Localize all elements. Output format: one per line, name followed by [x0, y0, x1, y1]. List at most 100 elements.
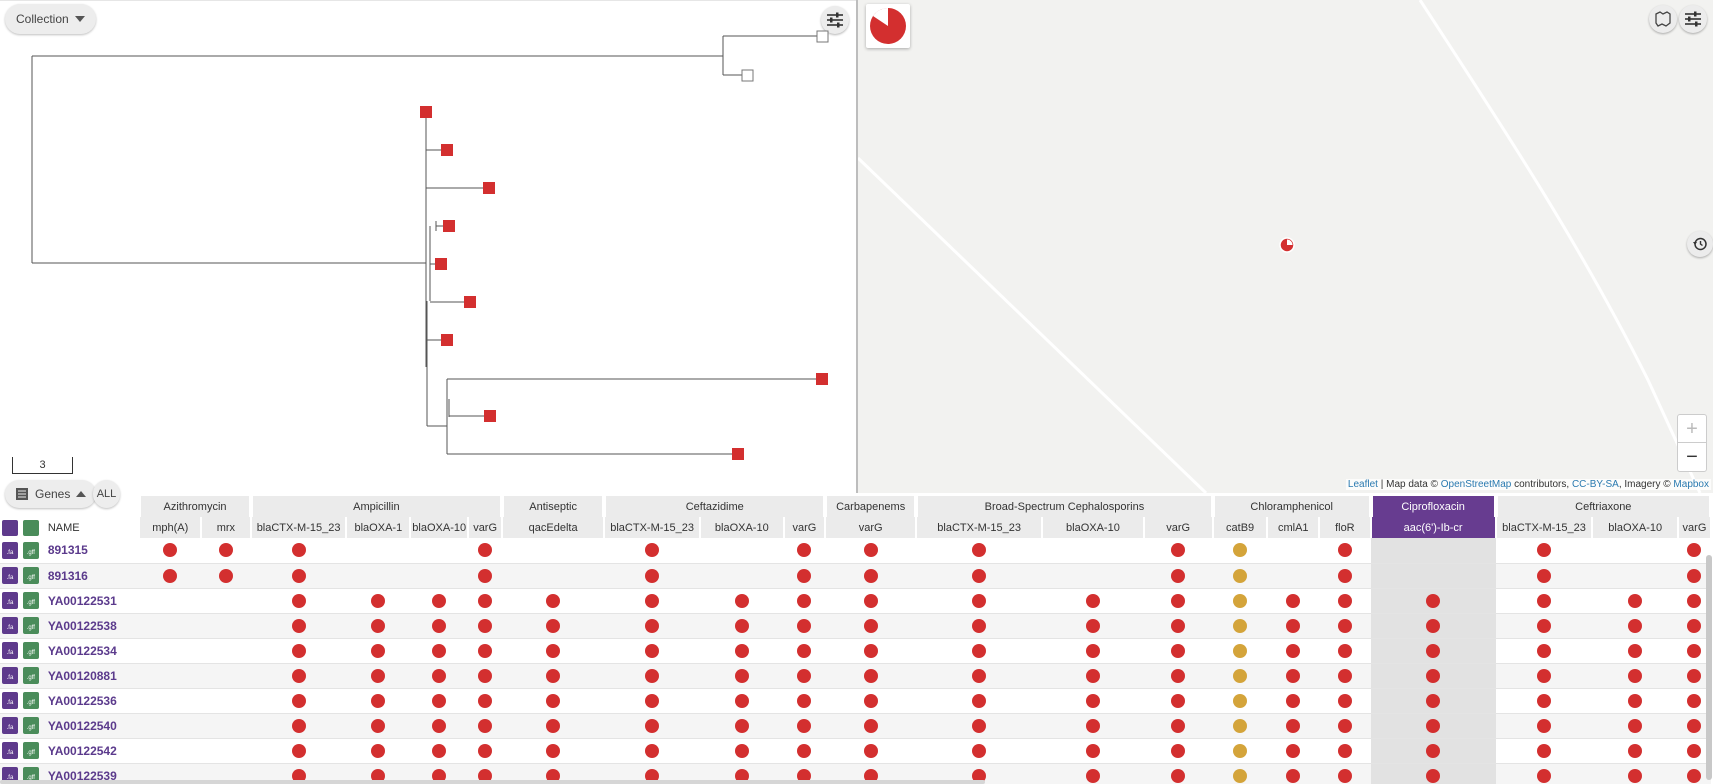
gene-presence-cell[interactable] [1319, 663, 1371, 689]
tree-leaf-node-empty[interactable] [741, 69, 754, 82]
gene-presence-cell[interactable] [410, 563, 469, 589]
gene-presence-cell[interactable] [468, 763, 503, 784]
tree-leaf-node[interactable] [484, 410, 496, 422]
gff-file-cell[interactable]: .gff [19, 638, 42, 664]
gene-presence-cell[interactable] [201, 738, 251, 764]
genome-name[interactable]: YA00122538 [41, 613, 140, 639]
gene-presence-cell[interactable] [700, 738, 784, 764]
genes-menu-button[interactable]: Genes [5, 480, 97, 508]
gene-presence-cell[interactable] [604, 663, 701, 689]
gene-presence-cell[interactable] [1212, 763, 1268, 784]
fasta-file-icon[interactable]: .fa [1, 667, 18, 684]
gene-presence-cell[interactable] [1143, 688, 1213, 714]
gene-presence-cell[interactable] [468, 638, 503, 664]
gene-presence-cell[interactable] [1592, 638, 1678, 664]
gene-presence-cell[interactable] [1319, 688, 1371, 714]
gene-presence-cell[interactable] [1267, 738, 1320, 764]
gene-presence-cell[interactable] [783, 663, 826, 689]
gff-file-icon[interactable]: .gff [22, 717, 39, 734]
horizontal-scrollbar[interactable] [0, 780, 985, 784]
gff-download-all[interactable] [20, 517, 42, 538]
antibiotic-group-header[interactable]: Carbapenems [823, 496, 918, 517]
gene-presence-cell[interactable] [201, 588, 251, 614]
gene-presence-cell[interactable] [201, 713, 251, 739]
gene-column-header[interactable]: blaCTX-M-15_23 [603, 517, 702, 538]
fasta-file-cell[interactable]: .fa [0, 688, 20, 714]
gff-file-icon[interactable]: .gff [22, 642, 39, 659]
gene-presence-cell[interactable] [604, 738, 701, 764]
gene-presence-cell[interactable] [1677, 613, 1711, 639]
gene-column-header[interactable]: varG [467, 517, 504, 538]
gene-presence-cell[interactable] [1495, 663, 1593, 689]
tree-diagram[interactable] [0, 1, 856, 471]
fasta-file-cell[interactable]: .fa [0, 763, 20, 784]
gff-file-icon[interactable]: .gff [22, 541, 39, 559]
gene-presence-cell[interactable] [346, 713, 411, 739]
osm-link[interactable]: OpenStreetMap [1440, 479, 1512, 490]
gene-presence-cell[interactable] [410, 613, 469, 639]
fasta-file-icon[interactable]: .fa [1, 767, 18, 784]
gene-presence-cell[interactable] [825, 563, 916, 589]
gene-presence-cell[interactable] [139, 538, 202, 564]
gene-presence-cell[interactable] [1370, 738, 1496, 764]
fasta-file-cell[interactable]: .fa [0, 613, 20, 639]
gene-presence-cell[interactable] [1592, 588, 1678, 614]
gene-column-header[interactable]: blaOXA-1 [345, 517, 412, 538]
gene-presence-cell[interactable] [916, 738, 1043, 764]
gene-presence-cell[interactable] [250, 663, 347, 689]
tree-leaf-node[interactable] [443, 220, 455, 232]
gene-presence-cell[interactable] [1212, 613, 1268, 639]
gene-presence-cell[interactable] [468, 613, 503, 639]
tree-leaf-node[interactable] [435, 258, 447, 270]
history-button[interactable] [1687, 231, 1713, 257]
gene-presence-cell[interactable] [1495, 763, 1593, 784]
gene-presence-cell[interactable] [604, 638, 701, 664]
gene-presence-cell[interactable] [1495, 688, 1593, 714]
gene-presence-cell[interactable] [783, 713, 826, 739]
gene-presence-cell[interactable] [1370, 663, 1496, 689]
gene-presence-cell[interactable] [250, 613, 347, 639]
gene-presence-cell[interactable] [1370, 613, 1496, 639]
gff-file-cell[interactable]: .gff [19, 688, 42, 714]
gene-presence-cell[interactable] [201, 763, 251, 784]
fasta-file-icon[interactable]: .fa [1, 592, 18, 609]
gene-presence-cell[interactable] [604, 538, 701, 564]
gene-presence-cell[interactable] [1370, 688, 1496, 714]
gene-presence-cell[interactable] [1212, 563, 1268, 589]
gene-presence-cell[interactable] [700, 538, 784, 564]
gene-presence-cell[interactable] [1212, 588, 1268, 614]
fasta-file-icon[interactable]: .fa [1, 617, 18, 634]
gene-presence-cell[interactable] [1592, 613, 1678, 639]
table-row[interactable]: .fa .gff YA00122542 [0, 738, 1711, 764]
gene-presence-cell[interactable] [700, 763, 784, 784]
gene-presence-cell[interactable] [1042, 738, 1144, 764]
gene-presence-cell[interactable] [1677, 713, 1711, 739]
gene-presence-cell[interactable] [1042, 713, 1144, 739]
gene-presence-cell[interactable] [1677, 688, 1711, 714]
gene-column-header[interactable]: qacEdelta [501, 517, 606, 538]
gene-presence-cell[interactable] [825, 763, 916, 784]
gene-presence-cell[interactable] [346, 738, 411, 764]
gene-presence-cell[interactable] [1677, 763, 1711, 784]
gene-presence-cell[interactable] [1370, 638, 1496, 664]
gene-presence-cell[interactable] [201, 688, 251, 714]
gene-column-header[interactable]: blaOXA-10 [409, 517, 470, 538]
antibiotic-group-header[interactable]: Ciprofloxacin [1368, 496, 1498, 517]
gene-presence-cell[interactable] [1143, 738, 1213, 764]
genome-name[interactable]: 891316 [41, 563, 140, 589]
gene-presence-cell[interactable] [346, 588, 411, 614]
gene-presence-cell[interactable] [410, 738, 469, 764]
table-row[interactable]: .fa .gff YA00122531 [0, 588, 1711, 614]
gene-presence-cell[interactable] [139, 588, 202, 614]
gene-presence-cell[interactable] [1267, 538, 1320, 564]
gene-presence-cell[interactable] [1143, 663, 1213, 689]
gene-presence-cell[interactable] [1592, 763, 1678, 784]
gene-presence-cell[interactable] [1319, 738, 1371, 764]
gene-column-header[interactable]: mrx [200, 517, 252, 538]
genome-name[interactable]: YA00122540 [41, 713, 140, 739]
gene-presence-cell[interactable] [1592, 688, 1678, 714]
gff-file-cell[interactable]: .gff [19, 538, 42, 564]
gene-presence-cell[interactable] [410, 638, 469, 664]
gene-presence-cell[interactable] [139, 638, 202, 664]
gene-column-header[interactable]: varG [1142, 517, 1214, 538]
